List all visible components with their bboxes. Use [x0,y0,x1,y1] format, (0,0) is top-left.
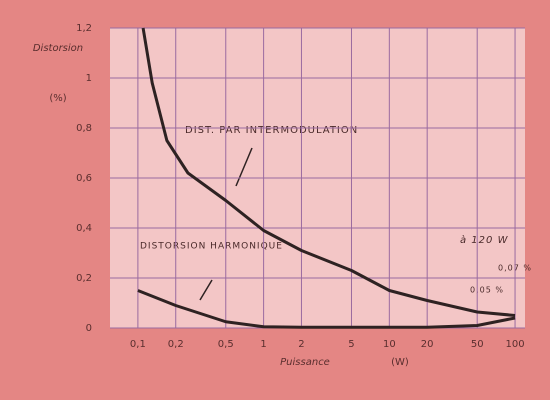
series-label: DIST. PAR INTERMODULATION [185,125,358,136]
pointer [199,279,213,301]
x-tick-label: 10 [383,339,396,350]
series-label: DISTORSION HARMONIQUE [140,242,283,252]
y-tick-label: 0 [86,323,92,334]
annotation: 0,05 % [470,286,504,295]
line [141,27,516,317]
x-tick-label: 0,5 [218,339,234,350]
y-tick-label: 0,8 [76,123,92,134]
pointer [235,147,253,187]
x-tick-label: 1 [260,339,266,350]
x-tick-label: 50 [471,339,484,350]
y-tick-label: 0,2 [76,273,92,284]
annotation: 0,07 % [498,264,532,273]
line [137,289,516,329]
x-label: Puissance [280,357,330,368]
x-tick-label: 2 [298,339,304,350]
y-label: Distorsion [33,43,83,54]
x-unit: (W) [391,357,409,368]
x-tick-label: 20 [421,339,434,350]
y-unit: (%) [49,93,66,104]
x-tick-label: 5 [348,339,354,350]
annotation: à 120 W [460,234,509,246]
x-tick-label: 0,2 [168,339,184,350]
x-tick-label: 0,1 [130,339,146,350]
y-tick-label: 0,6 [76,173,92,184]
y-tick-label: 1 [86,73,92,84]
y-tick-label: 0,4 [76,223,92,234]
x-tick-label: 100 [505,339,524,350]
y-tick-label: 1,2 [76,23,92,34]
